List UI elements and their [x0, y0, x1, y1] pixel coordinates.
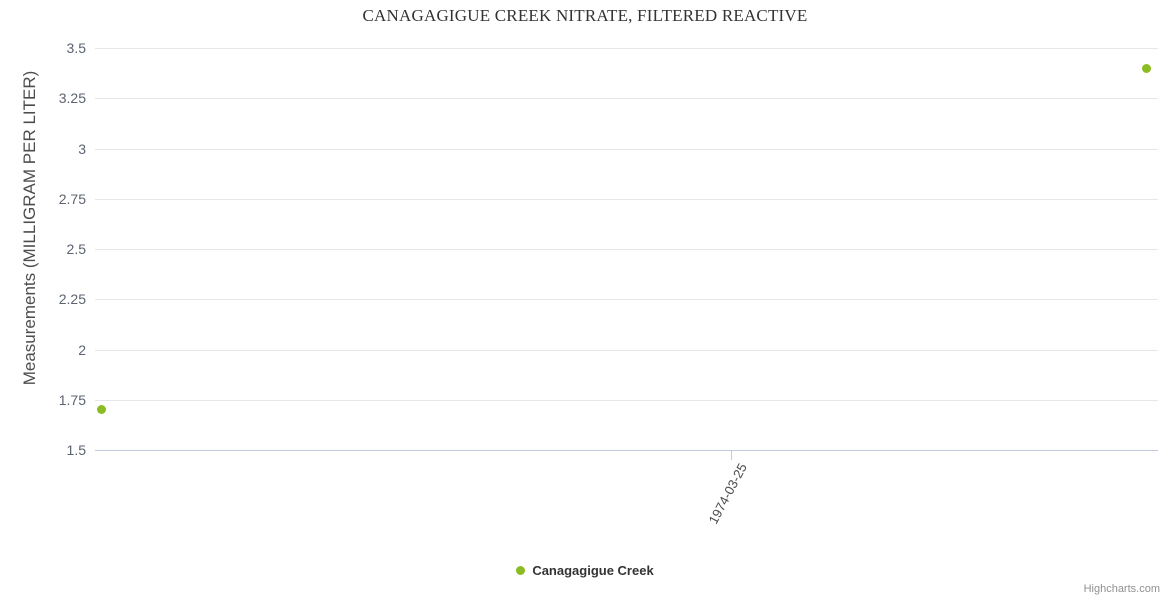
y-axis-tick-label: 2.75	[58, 190, 86, 207]
data-point[interactable]	[96, 405, 106, 415]
gridline	[95, 249, 1158, 250]
gridline	[95, 48, 1158, 49]
x-axis-line	[95, 450, 1158, 451]
gridline	[95, 198, 1158, 200]
x-axis-tick-label: 1974-03-25	[705, 460, 750, 527]
y-axis-tick-label: 3	[78, 140, 86, 157]
legend-item-label: Canagagigue Creek	[532, 563, 654, 578]
y-axis-tick-labels: 3.5 3.25 3 2.75 2.5 2.25 2 1.75 1.5	[0, 0, 86, 600]
x-axis-tick-mark	[731, 451, 732, 460]
chart-legend: Canagagigue Creek	[0, 563, 1170, 578]
plot-area	[95, 48, 1158, 450]
gridline	[95, 299, 1158, 301]
y-axis-tick-label: 3.25	[58, 90, 86, 107]
y-axis-tick-label: 1.5	[66, 442, 86, 458]
y-axis-tick-label: 1.75	[58, 391, 86, 408]
data-point[interactable]	[1141, 63, 1151, 73]
highcharts-credit-link[interactable]: Highcharts.com	[1083, 583, 1160, 595]
gridline	[95, 349, 1158, 351]
chart-title: CANAGAGIGUE CREEK NITRATE, FILTERED REAC…	[362, 6, 808, 25]
legend-item[interactable]: Canagagigue Creek	[516, 563, 654, 578]
legend-marker-icon	[516, 566, 526, 575]
y-axis-tick-label: 3.5	[66, 40, 86, 56]
y-axis-tick-label: 2	[78, 341, 86, 358]
y-axis-tick-label: 2.25	[58, 291, 86, 308]
gridline	[95, 98, 1158, 100]
gridline	[95, 399, 1158, 401]
gridline	[95, 148, 1158, 150]
y-axis-tick-label: 2.5	[66, 241, 86, 257]
